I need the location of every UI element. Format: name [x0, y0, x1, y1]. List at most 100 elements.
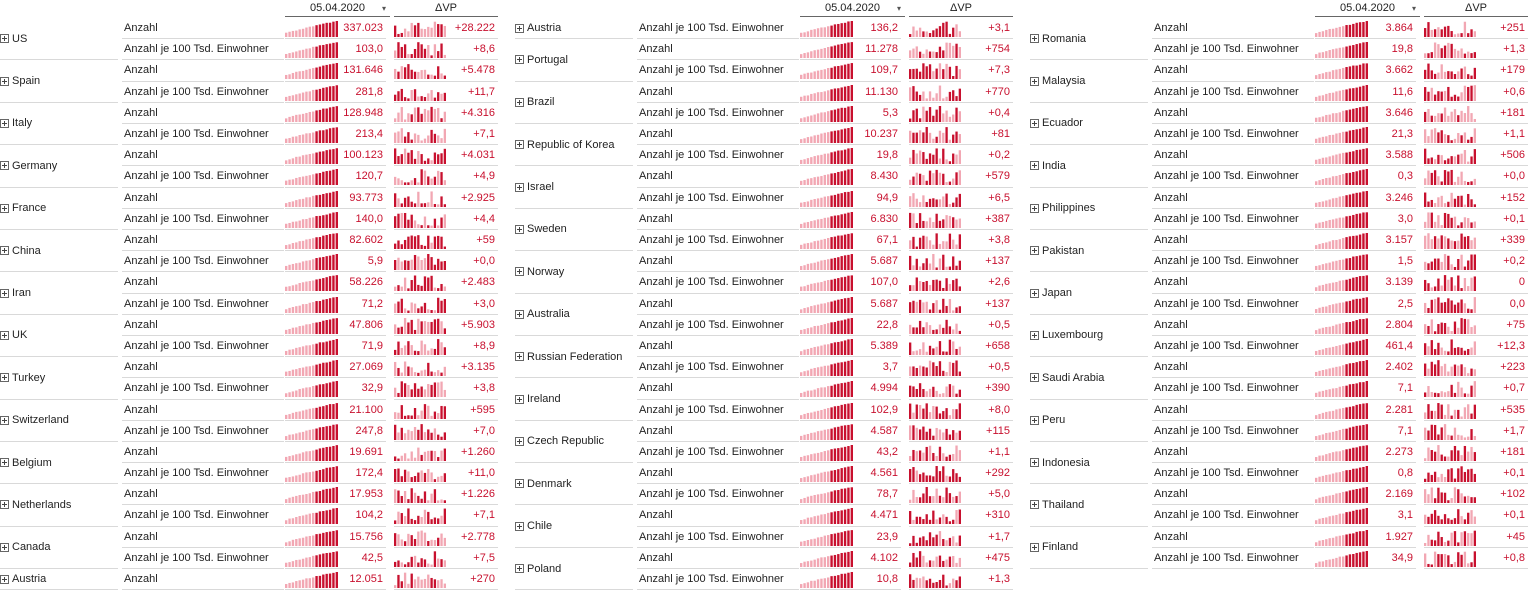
- expand-plus-icon[interactable]: [515, 182, 524, 192]
- country-cell[interactable]: Spain: [0, 60, 118, 103]
- spark-bar: [816, 113, 820, 122]
- expand-plus-icon[interactable]: [515, 267, 524, 277]
- country-cell[interactable]: Luxembourg: [1030, 315, 1148, 358]
- spark-bar: [420, 370, 423, 377]
- country-cell[interactable]: Malaysia: [1030, 60, 1148, 103]
- spark-bar: [810, 284, 813, 292]
- expand-plus-icon[interactable]: [0, 458, 9, 468]
- date-column-header[interactable]: 05.04.2020 ▾: [800, 1, 905, 17]
- expand-plus-icon[interactable]: [1030, 34, 1039, 44]
- country-cell[interactable]: Republic of Korea: [515, 124, 633, 167]
- expand-plus-icon[interactable]: [1030, 330, 1039, 340]
- country-cell[interactable]: Czech Republic: [515, 421, 633, 464]
- expand-plus-icon[interactable]: [515, 394, 524, 404]
- country-cell[interactable]: Finland: [1030, 527, 1148, 570]
- expand-plus-icon[interactable]: [515, 352, 524, 362]
- expand-plus-icon[interactable]: [515, 564, 524, 574]
- spark-bar: [945, 127, 948, 143]
- country-cell[interactable]: Romania: [1030, 18, 1148, 61]
- country-cell[interactable]: Saudi Arabia: [1030, 357, 1148, 400]
- country-cell[interactable]: Japan: [1030, 272, 1148, 315]
- expand-plus-icon[interactable]: [515, 521, 524, 531]
- expand-plus-icon[interactable]: [0, 288, 9, 298]
- expand-plus-icon[interactable]: [0, 34, 9, 44]
- country-cell[interactable]: Australia: [515, 294, 633, 336]
- expand-plus-icon[interactable]: [1030, 542, 1039, 552]
- country-cell[interactable]: Turkey: [0, 357, 118, 400]
- country-cell[interactable]: Germany: [0, 145, 118, 188]
- expand-plus-icon[interactable]: [1030, 458, 1039, 468]
- country-cell[interactable]: Canada: [0, 527, 118, 570]
- expand-plus-icon[interactable]: [1030, 118, 1039, 128]
- expand-plus-icon[interactable]: [515, 224, 524, 234]
- spark-bar: [423, 70, 427, 80]
- expand-plus-icon[interactable]: [0, 161, 9, 171]
- expand-plus-icon[interactable]: [0, 76, 9, 86]
- country-cell[interactable]: Thailand: [1030, 484, 1148, 527]
- metric-row: Anzahl je 100 Tsd. Einwohner 140,0 +4,4: [0, 209, 505, 230]
- expand-plus-icon[interactable]: [0, 500, 9, 510]
- expand-plus-icon[interactable]: [515, 55, 524, 65]
- country-cell[interactable]: Netherlands: [0, 484, 118, 527]
- country-cell[interactable]: Peru: [1030, 400, 1148, 442]
- country-cell[interactable]: Switzerland: [0, 400, 118, 442]
- expand-plus-icon[interactable]: [0, 373, 9, 383]
- country-cell[interactable]: Philippines: [1030, 188, 1148, 230]
- country-cell[interactable]: Denmark: [515, 463, 633, 506]
- expand-plus-icon[interactable]: [1030, 76, 1039, 86]
- country-cell[interactable]: Iran: [0, 272, 118, 315]
- country-cell[interactable]: Ireland: [515, 378, 633, 421]
- spark-bar: [955, 445, 958, 461]
- sort-chevron-icon[interactable]: ▾: [381, 4, 386, 13]
- expand-plus-icon[interactable]: [0, 542, 9, 552]
- expand-plus-icon[interactable]: [1030, 203, 1039, 213]
- country-cell[interactable]: India: [1030, 145, 1148, 188]
- expand-plus-icon[interactable]: [515, 140, 524, 150]
- expand-plus-icon[interactable]: [1030, 288, 1039, 298]
- country-cell[interactable]: Chile: [515, 505, 633, 548]
- country-cell[interactable]: Israel: [515, 166, 633, 209]
- expand-plus-icon[interactable]: [1030, 373, 1039, 383]
- expand-plus-icon[interactable]: [0, 118, 9, 128]
- country-cell[interactable]: UK: [0, 315, 118, 358]
- country-cell[interactable]: Ecuador: [1030, 103, 1148, 146]
- expand-plus-icon[interactable]: [515, 479, 524, 489]
- expand-plus-icon[interactable]: [515, 436, 524, 446]
- sort-chevron-icon[interactable]: ▾: [1411, 4, 1416, 13]
- spark-bar: [301, 155, 305, 165]
- spark-bar: [1315, 245, 1318, 249]
- expand-plus-icon[interactable]: [0, 415, 9, 425]
- expand-plus-icon[interactable]: [0, 246, 9, 256]
- country-cell[interactable]: Brazil: [515, 82, 633, 124]
- date-column-header[interactable]: 05.04.2020 ▾: [1315, 1, 1420, 17]
- country-cell[interactable]: Indonesia: [1030, 442, 1148, 485]
- sort-chevron-icon[interactable]: ▾: [896, 4, 901, 13]
- expand-plus-icon[interactable]: [0, 203, 9, 213]
- expand-plus-icon[interactable]: [515, 97, 524, 107]
- country-cell[interactable]: Norway: [515, 251, 633, 294]
- expand-plus-icon[interactable]: [1030, 246, 1039, 256]
- expand-plus-icon[interactable]: [0, 574, 9, 584]
- country-cell[interactable]: Austria: [515, 18, 633, 40]
- country-cell[interactable]: Portugal: [515, 39, 633, 82]
- country-cell[interactable]: Belgium: [0, 442, 118, 485]
- country-cell[interactable]: Italy: [0, 103, 118, 146]
- country-cell[interactable]: US: [0, 18, 118, 61]
- expand-plus-icon[interactable]: [1030, 415, 1039, 425]
- country-cell[interactable]: China: [0, 230, 118, 273]
- country-cell[interactable]: Pakistan: [1030, 230, 1148, 273]
- expand-plus-icon[interactable]: [1030, 500, 1039, 510]
- country-cell[interactable]: France: [0, 188, 118, 230]
- country-cell[interactable]: Austria: [0, 569, 118, 591]
- country-cell[interactable]: Russian Federation: [515, 336, 633, 379]
- country-cell[interactable]: Sweden: [515, 209, 633, 252]
- expand-plus-icon[interactable]: [0, 330, 9, 340]
- expand-plus-icon[interactable]: [515, 309, 524, 319]
- date-column-header[interactable]: 05.04.2020 ▾: [285, 1, 390, 17]
- expand-plus-icon[interactable]: [1030, 161, 1039, 171]
- spark-bar: [1437, 196, 1440, 207]
- country-cell[interactable]: Poland: [515, 548, 633, 591]
- expand-plus-icon[interactable]: [515, 23, 524, 33]
- trend-sparkline-svg: [285, 211, 339, 228]
- spark-bar: [915, 327, 918, 334]
